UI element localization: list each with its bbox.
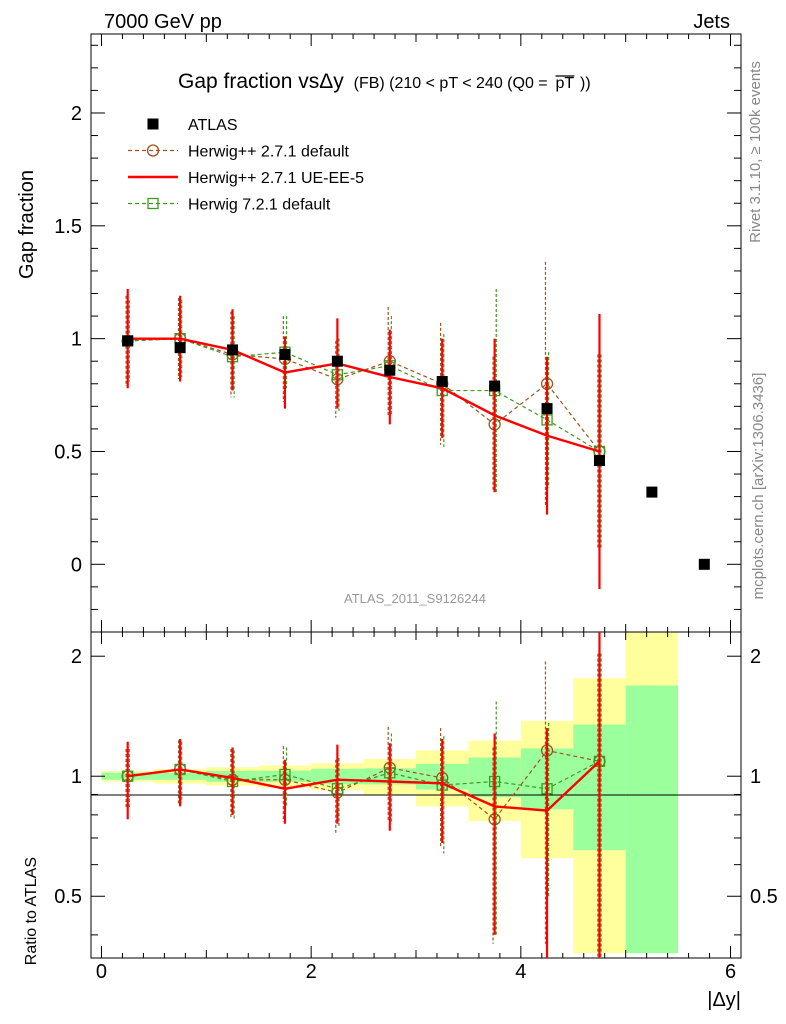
herwig_271_default-main-line (127, 338, 600, 452)
atlas-data-point (489, 380, 501, 392)
mcplots-label: mcplots.cern.ch [arXiv:1306.3436] (750, 373, 767, 600)
rivet-version-label: Rivet 3.1.10, ≥ 100k events (747, 61, 764, 243)
ratio-y-tick-label-right: 0.5 (750, 886, 778, 908)
main-axis-ticks: 0 0.5 1 1.5 2 (54, 34, 741, 632)
x-axis-label: |Δy| (707, 989, 741, 1011)
main-atlas-layer (122, 335, 710, 570)
x-tick-label: 4 (515, 961, 526, 983)
atlas-data-point (541, 403, 553, 415)
chart-title-close: )) (580, 75, 591, 92)
main-y-tick-label: 2 (71, 103, 82, 125)
x-tick-label: 2 (306, 961, 317, 983)
ratio-y-tick-label-right: 2 (750, 646, 761, 668)
main-y-tick-label: 0 (71, 554, 82, 576)
main-y-tick-label: 1.5 (54, 216, 82, 238)
legend: ATLAS Herwig++ 2.7.1 default Herwig++ 2.7.… (128, 117, 364, 214)
header-energy-label: 7000 GeV pp (104, 11, 222, 33)
atlas-data-point (384, 364, 396, 376)
main-y-axis-label: Gap fraction (16, 170, 38, 279)
main-series-layer (121, 261, 606, 590)
x-tick-label: 6 (725, 961, 736, 983)
ratio-axis-ticks: 0 2 4 6 0.5 0.5 1 1 2 2 (54, 632, 778, 983)
main-y-tick-label: 0.5 (54, 441, 82, 463)
x-tick-label: 0 (96, 961, 107, 983)
header-process-label: Jets (693, 11, 730, 33)
ratio-y-tick-label-right: 1 (750, 766, 761, 788)
herwig_271_ueee5-ratio-line (127, 760, 601, 812)
ratio-panel: 0 2 4 6 0.5 0.5 1 1 2 2 (54, 631, 778, 983)
atlas-data-point (698, 558, 710, 570)
legend-label-herwig_271_ueee5: Herwig++ 2.7.1 UE-EE-5 (188, 170, 364, 187)
ratio-series-layer (121, 632, 606, 958)
ratio-y-tick-label: 2 (71, 646, 82, 668)
ratio-band-inner (625, 685, 679, 954)
atlas-data-point (593, 454, 605, 466)
legend-marker-herwig_721_default (147, 197, 159, 210)
legend-label-atlas: ATLAS (188, 117, 238, 134)
atlas-data-point (436, 376, 448, 388)
legend-marker-atlas (147, 118, 159, 130)
herwig_271_ueee5-main-line (127, 337, 600, 453)
main-y-tick-label: 1 (71, 329, 82, 351)
atlas-data-point (646, 486, 658, 498)
ratio-y-tick-label: 1 (71, 766, 82, 788)
atlas-data-point (174, 342, 186, 354)
legend-label-herwig_271_default: Herwig++ 2.7.1 default (188, 144, 350, 161)
chart-title-main: Gap fraction vsΔy (178, 70, 344, 93)
atlas-data-point (279, 348, 291, 360)
chart-title-pt: pT (555, 75, 574, 92)
atlas-data-point (122, 335, 134, 347)
ratio-y-tick-label: 0.5 (54, 886, 82, 908)
ratio-y-axis-label: Ratio to ATLAS (23, 857, 40, 965)
legend-label-herwig_721_default: Herwig 7.2.1 default (188, 197, 331, 214)
atlas-data-point (331, 355, 343, 367)
chart-title-sub: (FB) (210 < pT < 240 (Q0 = (354, 75, 548, 92)
herwig_721_default-main-line (127, 338, 600, 452)
atlas-data-point (227, 344, 239, 356)
chart-title: Gap fraction vsΔy (FB) (210 < pT < 240 (… (178, 70, 591, 93)
legend-marker-herwig_271_default (146, 144, 160, 157)
ratio-plot-frame (90, 631, 742, 959)
analysis-label: ATLAS_2011_S9126244 (344, 591, 486, 606)
